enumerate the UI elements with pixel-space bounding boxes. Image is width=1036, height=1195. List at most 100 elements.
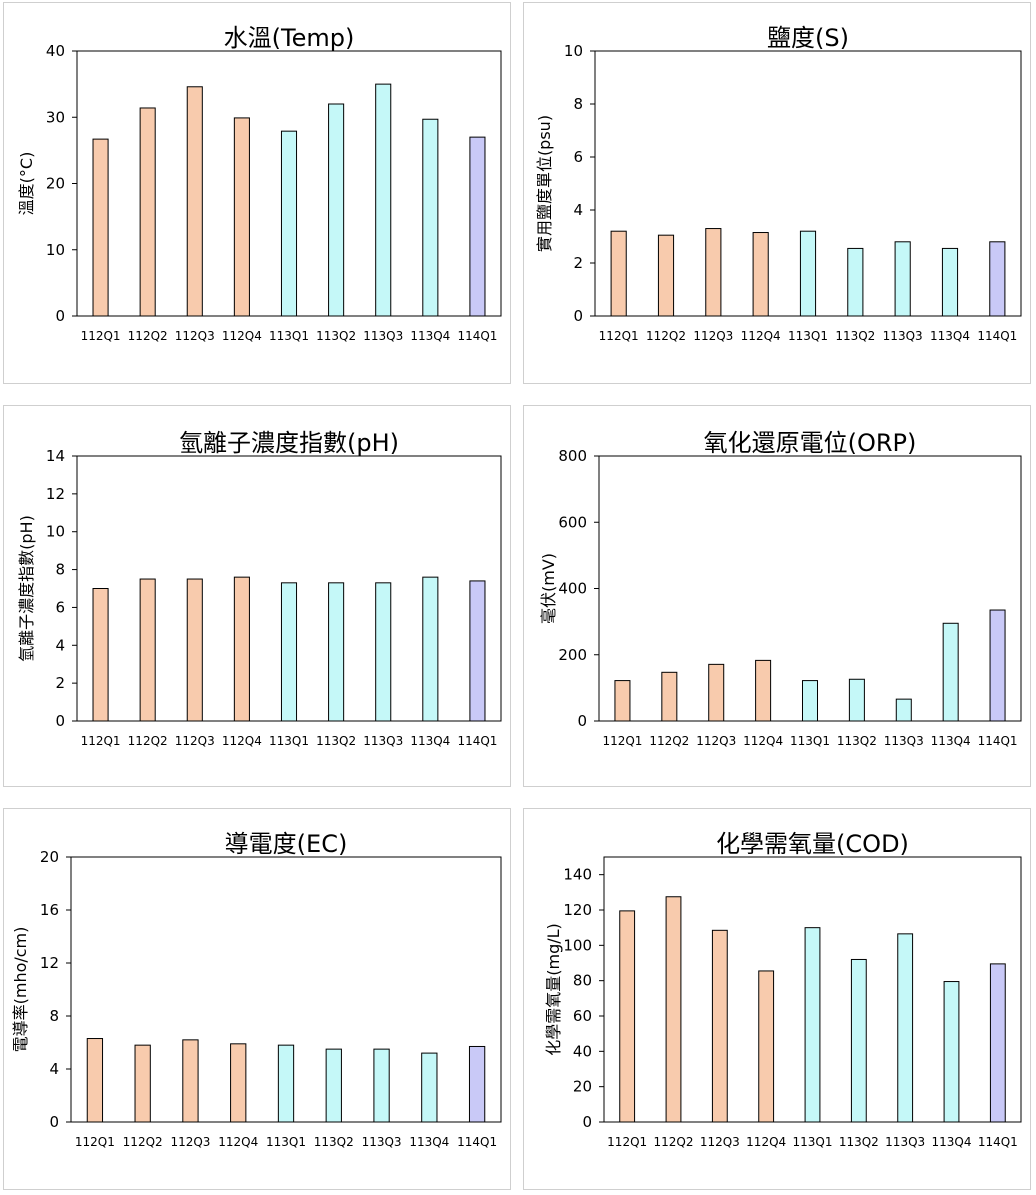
plot-area (70, 856, 502, 1123)
bar-112Q4 (755, 659, 772, 722)
bar-112Q4 (758, 970, 775, 1123)
x-tick-label: 114Q1 (457, 1135, 497, 1149)
bar-113Q3 (895, 698, 912, 722)
y-axis-label: 氫離子濃度指數(pH) (17, 515, 36, 662)
y-tick-label: 140 (563, 866, 592, 884)
x-tick-label: 112Q1 (599, 329, 639, 343)
bar-112Q1 (614, 680, 631, 722)
y-tick-label: 30 (46, 108, 65, 126)
bar-112Q3 (705, 228, 722, 317)
chart-svg: 氫離子濃度指數(pH) 112Q1 112Q2 112Q3 112Q4 113Q1 113Q… (17, 429, 502, 748)
x-tick-label: 113Q1 (793, 1135, 833, 1149)
y-tick-label: 40 (573, 1042, 592, 1060)
y-axis-label: 電導率(mho/cm) (11, 927, 30, 1053)
bar-113Q4 (421, 1052, 438, 1123)
bar-112Q2 (661, 671, 678, 722)
x-tick-label: 112Q4 (743, 734, 783, 748)
y-tick-label: 100 (563, 936, 592, 954)
x-tick-label: 113Q2 (316, 329, 356, 343)
bar-113Q3 (375, 582, 392, 722)
bar-112Q4 (752, 232, 769, 317)
x-tick-label: 113Q2 (835, 329, 875, 343)
x-tick-label: 113Q4 (409, 1135, 449, 1149)
y-axis-label: 實用鹽度單位(psu) (535, 115, 554, 252)
bar-113Q1 (280, 582, 298, 722)
y-tick-label: 8 (49, 1007, 59, 1025)
bar-113Q3 (894, 241, 911, 317)
x-tick-label: 113Q2 (314, 1135, 354, 1149)
x-tick-label: 113Q2 (839, 1135, 879, 1149)
bar-112Q2 (139, 107, 156, 317)
bar-112Q4 (233, 117, 250, 317)
bar-113Q3 (897, 933, 914, 1123)
x-tick-label: 112Q2 (654, 1135, 694, 1149)
y-tick-label: 20 (40, 848, 59, 866)
y-tick-label: 120 (563, 901, 592, 919)
x-tick-label: 112Q4 (746, 1135, 786, 1149)
bar-113Q4 (422, 576, 439, 722)
chart-svg: 水溫(Temp) 112Q1 112Q2 112Q3 112Q4 113Q1 113Q2 11… (17, 24, 502, 343)
y-tick-label: 0 (582, 1113, 592, 1131)
bar-113Q1 (277, 1044, 295, 1123)
x-tick-label: 114Q1 (457, 329, 497, 343)
chart-title: 鹽度(S) (767, 24, 849, 52)
x-tick-label: 113Q1 (790, 734, 830, 748)
x-tick-label: 112Q4 (741, 329, 781, 343)
x-tick-label: 112Q1 (81, 734, 121, 748)
chart-title: 水溫(Temp) (224, 24, 355, 52)
bar-113Q3 (375, 83, 392, 317)
x-tick-label: 112Q4 (222, 734, 262, 748)
x-tick-label: 113Q4 (410, 329, 450, 343)
y-tick-label: 16 (40, 901, 59, 919)
x-tick-label: 112Q3 (693, 329, 733, 343)
x-tick-label: 113Q2 (316, 734, 356, 748)
bar-112Q3 (186, 86, 203, 317)
bar-114Q1 (469, 136, 486, 317)
bar-113Q4 (941, 247, 959, 317)
x-tick-label: 114Q1 (978, 734, 1018, 748)
bar-113Q1 (804, 927, 821, 1123)
y-tick-label: 0 (55, 712, 65, 730)
bar-114Q1 (989, 609, 1006, 722)
y-tick-label: 600 (558, 513, 587, 531)
y-tick-label: 200 (558, 646, 587, 664)
x-tick-label: 112Q2 (128, 734, 168, 748)
x-tick-label: 112Q2 (128, 329, 168, 343)
bar-112Q1 (92, 588, 109, 722)
y-tick-label: 8 (573, 95, 583, 113)
y-tick-label: 4 (55, 636, 65, 654)
y-tick-label: 12 (40, 954, 59, 972)
bar-112Q3 (711, 929, 728, 1123)
bar-113Q3 (373, 1048, 390, 1123)
bar-114Q1 (469, 580, 486, 722)
x-tick-label: 113Q1 (269, 734, 309, 748)
x-tick-label: 114Q1 (978, 1135, 1018, 1149)
x-tick-label: 112Q3 (175, 329, 215, 343)
y-tick-label: 10 (46, 523, 65, 541)
x-tick-label: 112Q2 (646, 329, 686, 343)
x-tick-label: 112Q2 (123, 1135, 163, 1149)
x-tick-label: 112Q2 (649, 734, 689, 748)
y-tick-label: 400 (558, 580, 587, 598)
bar-112Q1 (619, 910, 636, 1123)
x-tick-label: 113Q1 (269, 329, 309, 343)
bar-112Q3 (708, 663, 725, 722)
x-tick-label: 112Q4 (222, 329, 262, 343)
chart-title: 氧化還原電位(ORP) (704, 429, 917, 457)
y-axis-label: 化學需氧量(mg/L) (544, 923, 563, 1056)
bar-113Q4 (943, 981, 960, 1123)
chart-panel-ec: 導電度(EC) 112Q1 112Q2 112Q3 112Q4 113Q1 113Q2 113… (3, 808, 511, 1190)
bar-112Q2 (134, 1044, 151, 1123)
bar-113Q2 (848, 678, 865, 722)
x-tick-label: 113Q1 (266, 1135, 306, 1149)
bar-113Q1 (801, 680, 819, 722)
y-tick-label: 0 (577, 712, 587, 730)
y-tick-label: 0 (573, 307, 583, 325)
y-tick-label: 2 (55, 674, 65, 692)
bar-114Q1 (468, 1045, 486, 1123)
x-tick-label: 113Q1 (788, 329, 828, 343)
chart-panel-ph: 氫離子濃度指數(pH) 112Q1 112Q2 112Q3 112Q4 113Q1 113Q… (3, 405, 511, 787)
bar-113Q2 (847, 247, 864, 317)
x-tick-label: 114Q1 (977, 329, 1017, 343)
bar-112Q2 (139, 578, 156, 722)
